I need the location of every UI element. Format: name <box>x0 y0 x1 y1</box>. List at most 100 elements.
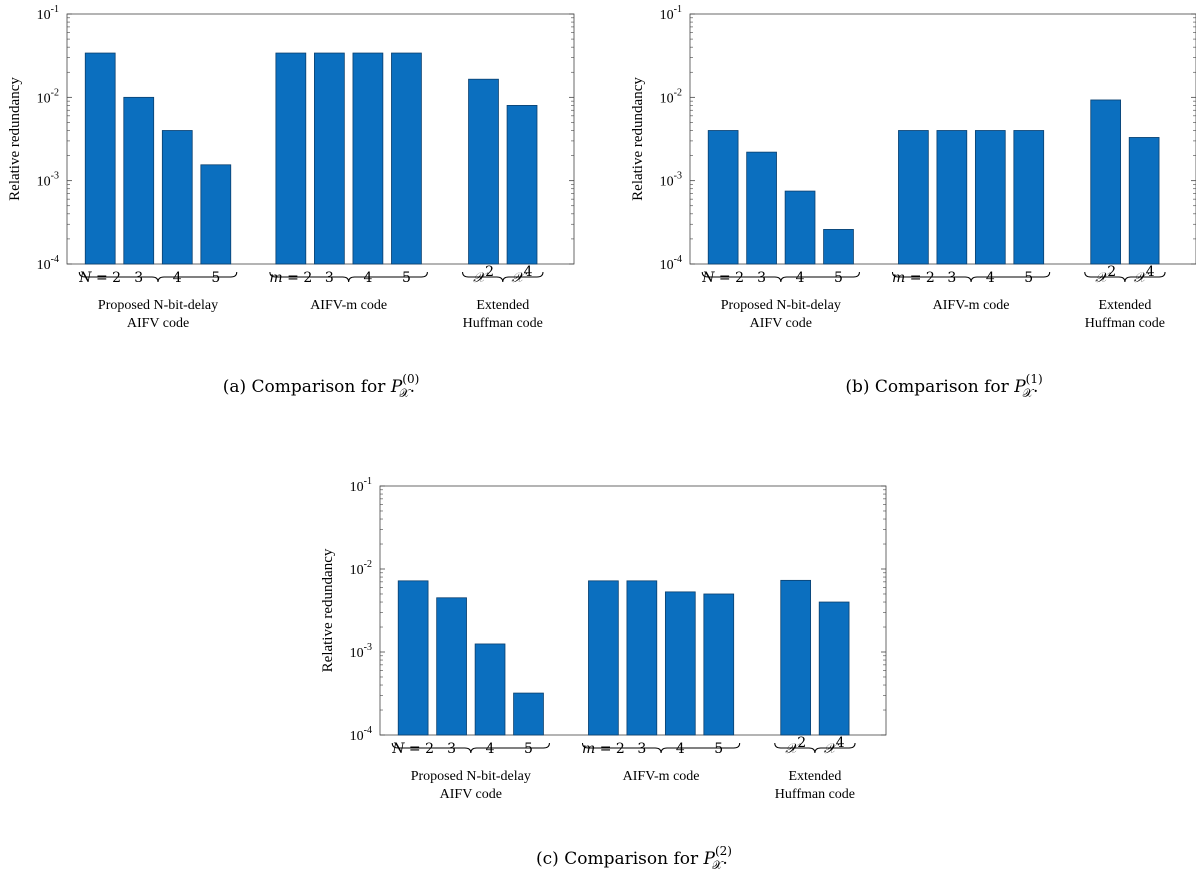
x-tick-label: 5 <box>524 741 533 757</box>
y-tick-label: 10-2 <box>660 87 682 106</box>
x-tick-label: m = 2 <box>892 270 935 286</box>
x-tick-label: 5 <box>1024 270 1033 286</box>
x-tick-label: 3 <box>134 270 143 286</box>
y-tick-label: 10-3 <box>350 642 372 661</box>
bar <box>818 601 850 736</box>
x-tick-label: 𝒳2 <box>1095 264 1116 286</box>
group-label-line2: AIFV code <box>750 316 812 331</box>
y-tick-label: 10-1 <box>37 4 59 23</box>
group-brace <box>1084 271 1166 283</box>
group-label: Extended <box>788 769 841 784</box>
group-brace <box>891 271 1051 283</box>
bar <box>123 96 155 265</box>
y-tick-label: 10-3 <box>660 171 682 190</box>
y-axis-label: Relative redundancy <box>630 77 646 201</box>
x-tick-label: N = 2 <box>391 741 434 757</box>
y-tick-label: 10-1 <box>660 4 682 23</box>
y-axis-label: Relative redundancy <box>320 548 336 672</box>
y-tick-label: 10-2 <box>37 87 59 106</box>
bar <box>161 130 193 265</box>
bar <box>506 105 538 265</box>
bar <box>397 580 429 736</box>
bar <box>703 593 735 736</box>
bar <box>780 579 812 736</box>
group-label: Proposed N-bit-delay <box>411 769 531 784</box>
x-tick-label: 5 <box>834 270 843 286</box>
y-tick-label: 10-4 <box>660 254 682 273</box>
group-label: Extended <box>1098 298 1151 313</box>
figure-caption: (b) Comparison for P(1) 𝒳. <box>845 372 1042 400</box>
x-tick-label: 5 <box>211 270 220 286</box>
bar <box>707 130 739 265</box>
group-brace <box>269 271 428 283</box>
y-tick-label: 10-4 <box>37 254 59 273</box>
group-brace <box>78 271 238 283</box>
x-tick-label: 𝒳4 <box>824 735 845 757</box>
bar <box>974 130 1006 265</box>
x-tick-label: m = 2 <box>582 741 625 757</box>
group-label: AIFV-m code <box>623 769 700 784</box>
y-tick-label: 10-3 <box>37 171 59 190</box>
x-tick-label: 4 <box>676 741 685 757</box>
x-tick-label: 4 <box>486 741 495 757</box>
bar <box>314 52 345 265</box>
bar <box>664 591 696 736</box>
bar <box>1090 99 1122 265</box>
bar <box>626 580 658 736</box>
group-brace <box>701 271 860 283</box>
chart-a: 10-4 10-3 10-2 10-1 Relative redundancy N = 2… <box>7 4 575 400</box>
bar <box>468 78 499 265</box>
bar <box>513 692 544 736</box>
y-tick-label: 10-2 <box>350 559 372 578</box>
bar <box>1128 137 1160 265</box>
x-tick-label: 3 <box>637 741 646 757</box>
bar <box>746 151 777 265</box>
x-tick-label: 3 <box>757 270 766 286</box>
y-axis-label: Relative redundancy <box>7 77 23 201</box>
x-tick-label: N = 2 <box>78 270 121 286</box>
bar <box>352 52 384 265</box>
y-tick-label: 10-4 <box>350 725 372 744</box>
group-label-line2: Huffman code <box>463 316 543 331</box>
x-tick-label: 5 <box>714 741 723 757</box>
x-tick-label: 4 <box>173 270 182 286</box>
group-label-line2: AIFV code <box>440 787 502 802</box>
group-label: AIFV-m code <box>933 298 1010 313</box>
group-label: Extended <box>476 298 529 313</box>
x-tick-label: N = 2 <box>701 270 744 286</box>
x-tick-label: 4 <box>796 270 805 286</box>
bar <box>823 229 854 265</box>
bar <box>275 52 307 265</box>
bar <box>784 190 816 265</box>
bar <box>436 597 467 736</box>
x-tick-label: 4 <box>363 270 372 286</box>
x-tick-label: 3 <box>325 270 334 286</box>
x-tick-label: 3 <box>447 741 456 757</box>
group-label: Proposed N-bit-delay <box>98 298 218 313</box>
figure-caption: (c) Comparison for P(2) 𝒳. <box>536 844 732 872</box>
chart-b: 10-4 10-3 10-2 10-1 Relative redundancy N = 2… <box>630 4 1196 400</box>
bar <box>84 52 116 265</box>
x-tick-label: 5 <box>402 270 411 286</box>
bar <box>588 580 619 736</box>
bar <box>898 130 929 265</box>
x-tick-label: 𝒳2 <box>785 735 806 757</box>
y-tick-label: 10-1 <box>350 476 372 495</box>
x-tick-label: 𝒳2 <box>473 264 494 286</box>
group-brace <box>391 742 550 754</box>
x-tick-label: 3 <box>947 270 956 286</box>
group-label: AIFV-m code <box>310 298 387 313</box>
group-label-line2: Huffman code <box>775 787 855 802</box>
x-tick-label: 4 <box>986 270 995 286</box>
group-brace <box>774 742 856 754</box>
group-brace <box>581 742 741 754</box>
group-label-line2: AIFV code <box>127 316 189 331</box>
group-brace <box>462 271 544 283</box>
x-tick-label: m = 2 <box>269 270 312 286</box>
bar <box>200 164 232 265</box>
group-label: Proposed N-bit-delay <box>721 298 841 313</box>
bar <box>936 130 968 265</box>
bar <box>1013 130 1045 265</box>
figure-caption: (a) Comparison for P(0) 𝒳. <box>223 372 420 400</box>
